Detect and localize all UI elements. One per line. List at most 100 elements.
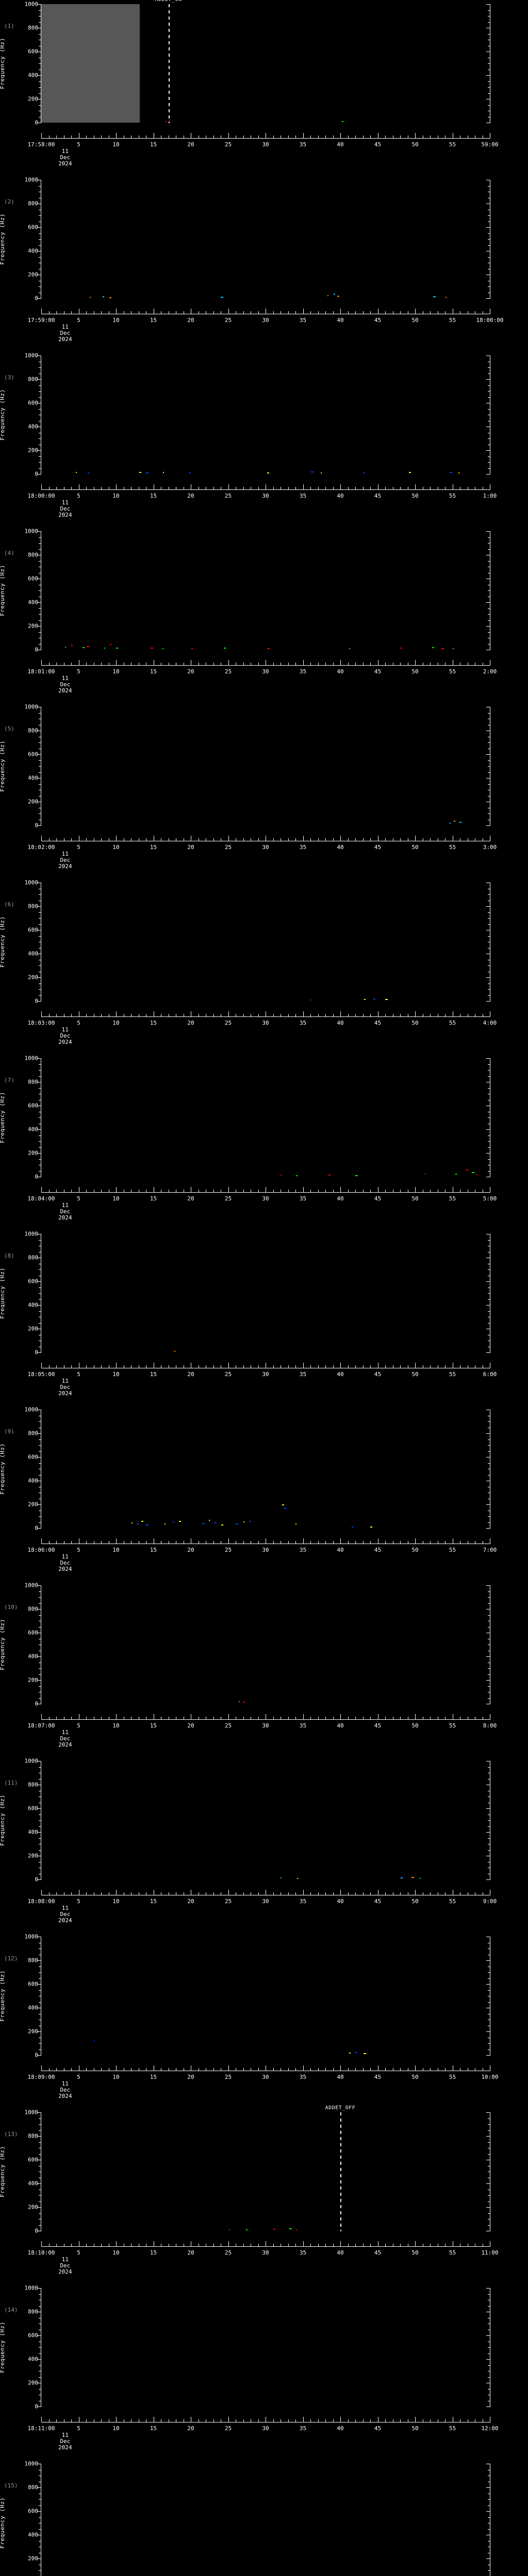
detection-point <box>328 1174 331 1176</box>
x-tick-major <box>340 484 341 489</box>
y-tick <box>37 1433 41 1434</box>
date-label-line: 11 <box>61 499 69 506</box>
x-tick-minor <box>280 1892 281 1895</box>
x-tick-minor <box>318 1190 319 1192</box>
date-label: 11 Dec 2024 <box>58 2081 72 2099</box>
x-tick-label: 25 <box>224 1722 232 1729</box>
x-tick-minor <box>325 1892 326 1895</box>
y-tick-label: 200 <box>28 798 38 805</box>
y-axis-label: Frequency (Hz) <box>0 2146 6 2197</box>
detection-point <box>246 2229 248 2231</box>
x-tick-label: 55 <box>449 317 456 324</box>
detection-point <box>341 121 343 123</box>
y-tick-minor <box>39 1778 41 1780</box>
y-tick-label: 400 <box>28 1126 38 1133</box>
y-tick-label: 1000 <box>24 703 39 710</box>
x-tick-major <box>415 309 416 314</box>
y-tick-minor <box>39 2043 41 2044</box>
y-tick-minor <box>39 1626 41 1628</box>
y-tick-minor-right <box>488 1838 490 1839</box>
y-tick <box>37 2055 41 2056</box>
panel-number: (10) <box>4 1604 18 1611</box>
y-tick-minor <box>39 1076 41 1077</box>
x-tick-major <box>415 2417 416 2422</box>
x-tick-minor <box>370 1365 371 1368</box>
y-tick-minor <box>39 608 41 609</box>
y-tick-minor-right <box>488 2213 490 2214</box>
y-tick-label: 200 <box>28 2379 38 2386</box>
detection-point <box>267 472 269 474</box>
y-tick-right <box>486 1058 490 1059</box>
x-tick-label: 45 <box>374 1371 382 1378</box>
y-tick-minor <box>39 1287 41 1288</box>
x-tick-label: 25 <box>224 1371 232 1378</box>
y-tick-label: 1000 <box>24 2460 39 2467</box>
y-tick-label: 0 <box>35 1876 38 1883</box>
x-tick-label: 35 <box>299 1020 307 1026</box>
y-tick-minor-right <box>488 1767 490 1768</box>
x-tick-minor <box>355 838 356 841</box>
x-tick-minor <box>348 1190 349 1192</box>
y-tick-minor-right <box>488 367 490 368</box>
y-tick-right <box>486 602 490 603</box>
detection-point <box>137 1523 139 1524</box>
date-label-line: 11 <box>61 324 69 330</box>
y-tick-minor <box>39 63 41 64</box>
y-tick-label: 800 <box>28 200 38 207</box>
x-tick-minor <box>295 838 296 841</box>
x-tick-label: 10 <box>112 2425 120 2432</box>
x-tick-major <box>228 1890 229 1895</box>
date-label-line: 2024 <box>58 863 72 870</box>
y-tick-minor-right <box>488 713 490 714</box>
x-tick-major <box>340 1011 341 1016</box>
y-tick-minor-right <box>488 643 490 645</box>
x-tick-minor <box>295 311 296 314</box>
y-tick-minor-right <box>488 772 490 773</box>
x-tick-label: 35 <box>299 1195 307 1202</box>
detection-point <box>221 297 223 298</box>
detection-point <box>455 1173 457 1175</box>
x-tick-minor <box>385 2419 386 2422</box>
y-tick-minor <box>39 239 41 240</box>
x-tick-minor <box>333 2244 334 2246</box>
y-tick-minor-right <box>488 1323 490 1324</box>
x-tick-minor <box>445 1190 446 1192</box>
x-tick-minor <box>71 487 72 489</box>
x-tick-minor <box>355 2244 356 2246</box>
y-tick-label: 600 <box>28 2156 38 2163</box>
x-tick-major <box>303 484 304 489</box>
y-tick-minor-right <box>488 462 490 463</box>
y-tick-label: 600 <box>28 751 38 758</box>
x-tick-minor <box>318 838 319 841</box>
y-tick <box>37 1153 41 1154</box>
x-tick-minor <box>288 2419 289 2422</box>
x-tick-label: 17:58:00 <box>27 141 55 148</box>
detection-point <box>296 2229 298 2230</box>
y-tick-minor <box>39 1064 41 1065</box>
detection-point <box>385 999 388 1001</box>
x-tick-label: 45 <box>374 141 382 148</box>
y-tick-minor-right <box>488 989 490 990</box>
x-tick-minor <box>48 1014 50 1016</box>
x-tick-minor <box>430 311 431 314</box>
x-tick-label: 20 <box>187 317 194 324</box>
x-tick-label: 45 <box>374 2425 382 2432</box>
y-tick-minor <box>39 1686 41 1687</box>
detection-point <box>139 472 141 473</box>
x-tick-major <box>41 2065 42 2071</box>
detection-point <box>165 121 167 123</box>
x-tick-minor <box>56 1892 57 1895</box>
y-tick-label: 1000 <box>24 879 39 886</box>
y-tick <box>37 379 41 380</box>
y-tick-label: 1000 <box>24 528 39 535</box>
x-tick-minor <box>310 1014 311 1016</box>
detection-point <box>449 472 452 473</box>
x-axis-line <box>41 665 490 666</box>
x-tick-minor <box>310 311 311 314</box>
x-tick-label: 40 <box>337 2074 344 2080</box>
x-tick-major <box>415 660 416 665</box>
x-tick-minor <box>56 1717 57 1719</box>
panel-number: (4) <box>4 550 14 556</box>
x-tick-minor <box>385 311 386 314</box>
x-tick-major <box>41 309 42 314</box>
